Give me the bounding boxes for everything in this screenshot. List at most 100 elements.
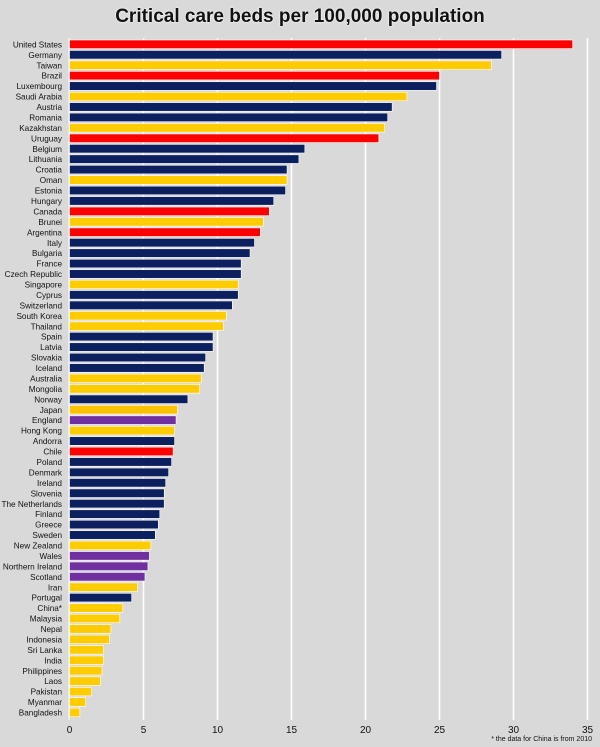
bar [69, 488, 165, 498]
category-label: Kazakhstan [19, 124, 62, 133]
bar [69, 248, 251, 258]
category-label: Singapore [25, 281, 63, 290]
category-label: Italy [47, 239, 63, 248]
category-label: Philippines [22, 667, 62, 676]
bar [69, 352, 206, 363]
category-label: Malaysia [30, 615, 63, 624]
x-tick-label: 25 [434, 725, 446, 736]
bar [69, 206, 270, 216]
bar [69, 258, 242, 269]
bar [69, 50, 502, 60]
bars [69, 39, 574, 718]
bar [69, 311, 227, 321]
bar [69, 707, 81, 718]
bar [69, 269, 242, 279]
bar [69, 332, 214, 342]
category-label: Argentina [27, 228, 62, 237]
bar [69, 185, 286, 196]
bar [69, 499, 165, 509]
category-label: Luxembourg [16, 82, 62, 91]
bar [69, 363, 205, 373]
category-label: Finland [35, 510, 62, 519]
bar [69, 217, 264, 227]
category-label: Sweden [32, 531, 62, 540]
x-tick-label: 30 [508, 725, 520, 736]
bar [69, 551, 150, 561]
bar [69, 572, 146, 582]
category-label: Indonesia [26, 635, 62, 644]
bar [69, 425, 175, 436]
category-label: Spain [41, 333, 62, 342]
category-label: Latvia [40, 343, 62, 352]
category-label: Austria [37, 103, 63, 112]
category-label: United States [13, 40, 62, 49]
category-label: Romania [29, 113, 62, 122]
category-label: Czech Republic [5, 270, 62, 279]
bar [69, 582, 138, 592]
bar [69, 384, 201, 394]
bar [69, 112, 389, 122]
category-label: Saudi Arabia [16, 93, 63, 102]
category-label: South Korea [16, 312, 62, 321]
bar [69, 373, 202, 383]
bar [69, 624, 112, 634]
category-label: Pakistan [31, 688, 63, 697]
bar [69, 405, 178, 415]
category-label: Lithuania [29, 155, 63, 164]
category-label: Iran [48, 583, 63, 592]
category-label: Hong Kong [21, 427, 62, 436]
category-label: France [37, 260, 63, 269]
category-label: Slovenia [31, 489, 63, 498]
bar [69, 603, 124, 613]
category-label: Andorra [33, 437, 63, 446]
category-label: Germany [28, 51, 63, 60]
x-tick-label: 20 [360, 725, 372, 736]
bar [69, 519, 159, 530]
category-label: Portugal [32, 594, 63, 603]
category-label: Sri Lanka [27, 646, 62, 655]
bar [69, 342, 214, 352]
bar [69, 593, 132, 603]
category-label: China* [37, 604, 62, 613]
category-label: Iceland [36, 364, 63, 373]
bar [69, 227, 261, 237]
bar [69, 81, 437, 91]
x-tick-label: 35 [582, 725, 594, 736]
bar [69, 39, 574, 49]
category-label: Mongolia [29, 385, 63, 394]
category-label: Slovakia [31, 354, 62, 363]
x-tick-label: 15 [286, 725, 298, 736]
category-label: Uruguay [31, 134, 63, 143]
bar [69, 655, 104, 665]
bar [69, 60, 492, 70]
category-label: Switzerland [20, 301, 63, 310]
x-tick-label: 10 [212, 725, 224, 736]
category-label: Oman [40, 176, 63, 185]
category-label: Poland [37, 458, 63, 467]
category-label: Bulgaria [32, 249, 62, 258]
bar [69, 467, 169, 477]
bar [69, 561, 149, 571]
bar [69, 686, 93, 697]
bar [69, 394, 189, 404]
bar [69, 279, 239, 290]
bar [69, 290, 239, 300]
category-label: Brunei [38, 218, 62, 227]
category-label: Cyprus [36, 291, 62, 300]
bar [69, 91, 408, 102]
category-label: Bangladesh [19, 709, 63, 718]
bar [69, 133, 380, 143]
category-label: Thailand [31, 322, 63, 331]
category-label: Greece [35, 521, 62, 530]
bar [69, 300, 233, 310]
category-label: Myanmar [28, 698, 62, 707]
bar [69, 457, 172, 467]
bar [69, 71, 440, 81]
bar [69, 540, 152, 551]
category-label: New Zealand [14, 542, 63, 551]
category-label: Chile [43, 448, 62, 457]
category-label: Wales [40, 552, 62, 561]
bar [69, 613, 121, 624]
category-label: Scotland [30, 573, 62, 582]
x-tick-label: 0 [67, 725, 73, 736]
